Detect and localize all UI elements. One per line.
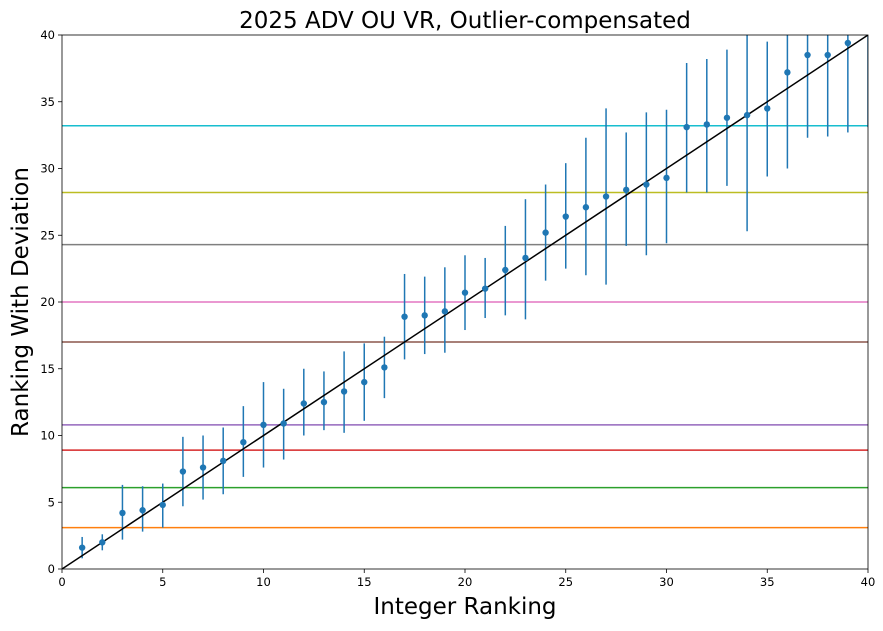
data-point: [240, 438, 247, 446]
data-point: [784, 69, 791, 76]
data-point: [502, 266, 509, 274]
x-axis-label: Integer Ranking: [373, 594, 556, 620]
data-point: [119, 509, 126, 517]
y-tick-label: 20: [40, 295, 55, 309]
data-point: [199, 464, 207, 471]
x-tick-label: 5: [159, 575, 166, 589]
data-point: [663, 174, 670, 182]
data-point: [865, 18, 871, 24]
data-point: [220, 457, 227, 465]
x-tick-label: 30: [659, 575, 674, 589]
data-point: [260, 421, 267, 429]
data-point: [421, 312, 428, 319]
y-tick-label: 0: [48, 562, 55, 576]
x-tick-label: 15: [357, 575, 372, 589]
data-point: [179, 468, 187, 475]
y-tick-label: 40: [40, 28, 55, 42]
y-tick-label: 35: [40, 95, 55, 109]
plot-area: [62, 18, 871, 569]
data-point: [280, 420, 287, 427]
x-tick-label: 35: [760, 575, 775, 589]
data-point: [139, 507, 146, 514]
data-point: [602, 193, 610, 200]
x-tick-label: 25: [558, 575, 573, 589]
data-point: [844, 39, 852, 47]
data-point: [703, 121, 710, 128]
x-tick-label: 20: [458, 575, 473, 589]
data-point: [623, 186, 630, 194]
data-point: [683, 123, 690, 131]
data-point: [542, 229, 549, 236]
data-point: [643, 181, 650, 188]
data-point: [401, 313, 408, 320]
x-tick-label: 40: [861, 575, 876, 589]
y-tick-label: 10: [40, 429, 55, 443]
data-point: [582, 204, 590, 211]
data-point: [461, 289, 469, 296]
y-axis-label: Ranking With Deviation: [8, 167, 34, 437]
x-tick-label: 0: [58, 575, 65, 589]
data-point: [743, 111, 751, 119]
data-point: [481, 285, 489, 292]
x-tick-label: 10: [256, 575, 271, 589]
y-tick-label: 5: [48, 495, 55, 509]
data-point: [78, 544, 86, 551]
data-point: [340, 388, 348, 395]
axes: 0 5 10 15 20 25 30 35 40 0 5 10 15 20 25 30 35 40: [40, 28, 875, 589]
data-point: [159, 501, 166, 509]
data-point: [300, 400, 307, 407]
chart-title: 2025 ADV OU VR, Outlier-compensated: [239, 8, 691, 34]
data-point: [824, 51, 831, 59]
data-point: [804, 51, 811, 59]
y-tick-label: 30: [40, 162, 55, 176]
y-tick-label: 25: [40, 228, 55, 242]
data-point: [723, 114, 731, 121]
data-point: [441, 308, 449, 315]
data-point: [764, 105, 771, 112]
reference-line: [62, 35, 868, 569]
data-point: [562, 213, 569, 220]
data-point: [381, 364, 388, 371]
data-point: [522, 254, 529, 262]
data-point: [99, 539, 106, 546]
data-point: [320, 398, 328, 406]
y-tick-label: 15: [40, 362, 55, 376]
data-point: [361, 378, 368, 386]
